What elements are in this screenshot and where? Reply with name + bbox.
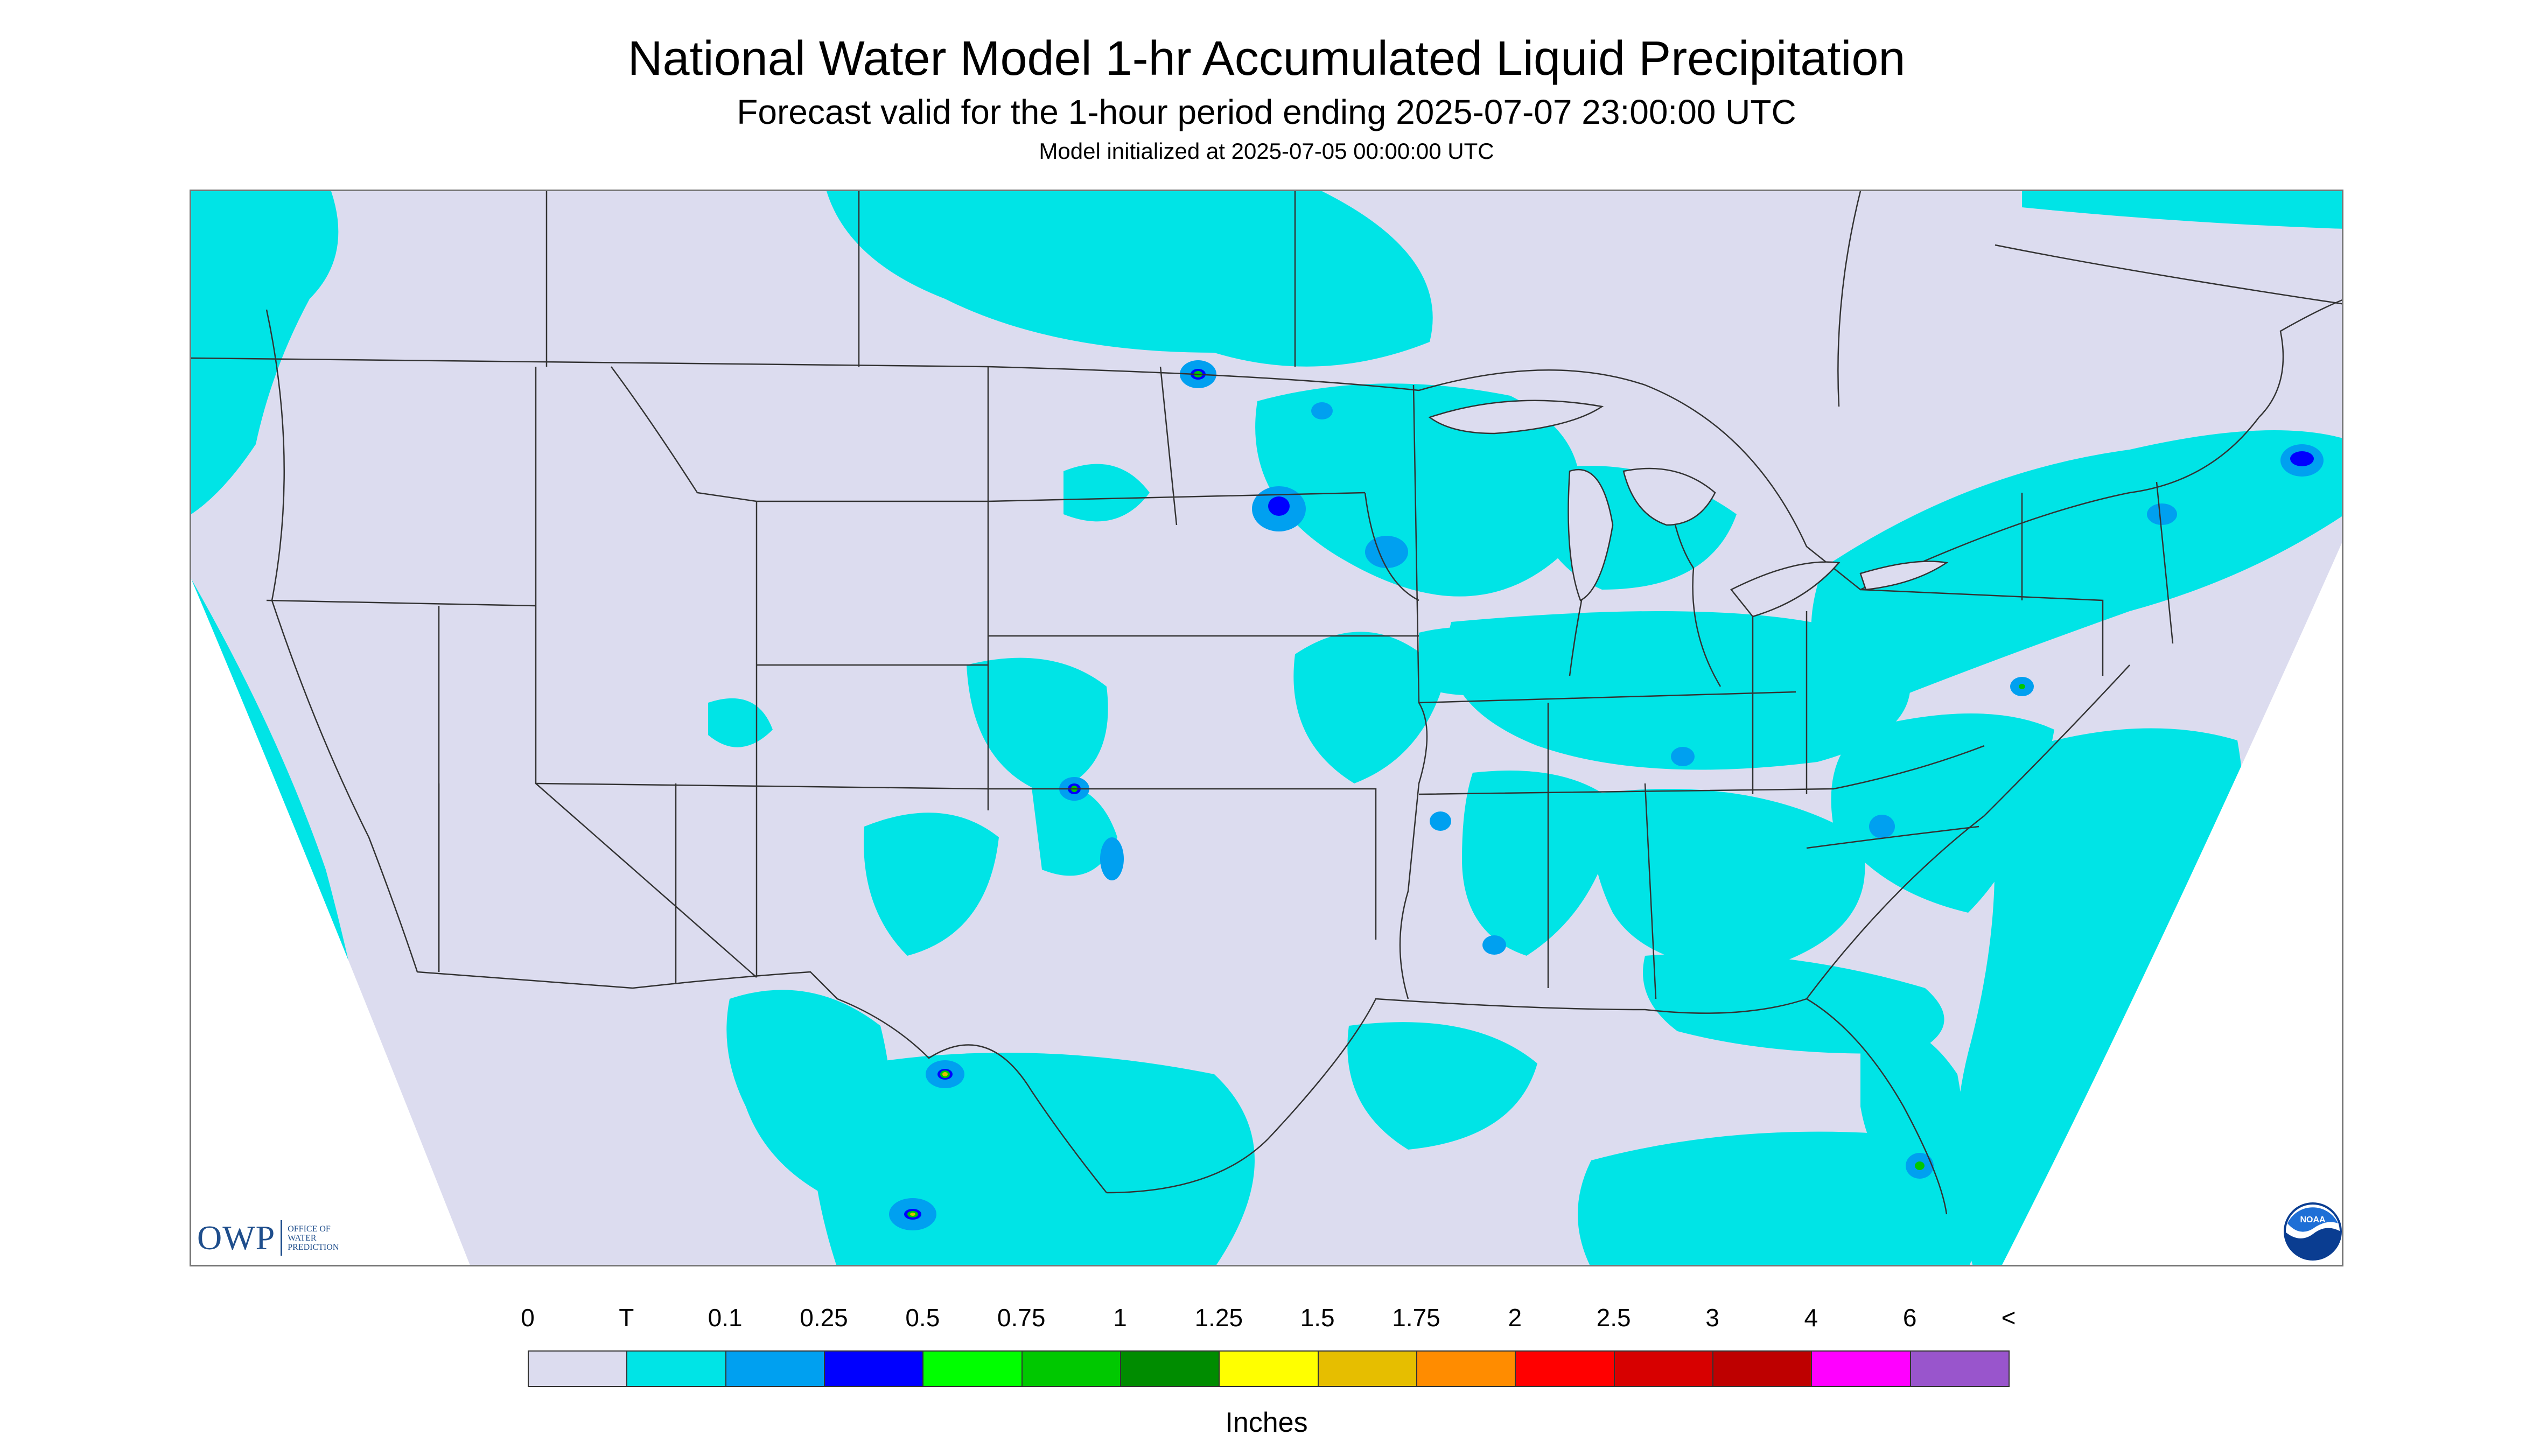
legend-tick-label: 1.75: [1392, 1304, 1440, 1332]
legend-swatch: [823, 1350, 924, 1387]
map-title: National Water Model 1-hr Accumulated Li…: [627, 32, 1906, 86]
political-boundaries: [191, 191, 2342, 1215]
legend-tick-label: 0: [521, 1304, 535, 1332]
legend-tick-label: <: [2001, 1304, 2016, 1332]
legend-tick-label: 0.75: [997, 1304, 1046, 1332]
legend-swatch: [1021, 1350, 1121, 1387]
owp-line-2: WATER: [288, 1233, 317, 1243]
legend-units: Inches: [1225, 1407, 1308, 1438]
precipitation-map: [190, 190, 2343, 1266]
legend-swatch: [922, 1350, 1023, 1387]
legend-swatch: [1909, 1350, 2010, 1387]
legend-swatch: [1515, 1350, 1615, 1387]
legend-tick-labels: 0 T 0.1 0.25 0.5 0.75 1 1.25 1.5 1.75 2 2.5 3 4 6 <: [0, 1303, 2533, 1341]
extreme-precip-cores: [910, 1072, 948, 1216]
legend-tick-label: 0.25: [800, 1304, 848, 1332]
legend-swatch: [725, 1350, 825, 1387]
great-lakes: [1428, 400, 1949, 618]
legend-tick-label: 2.5: [1596, 1304, 1631, 1332]
model-init-line: Model initialized at 2025-07-05 00:00:00…: [1039, 138, 1494, 164]
legend-tick-label: 2: [1508, 1304, 1522, 1332]
legend-color-bar: [528, 1350, 2010, 1387]
legend-swatch: [1219, 1350, 1319, 1387]
legend-tick-label: 0.1: [708, 1304, 743, 1332]
noaa-logo-icon: NOAA: [2284, 1202, 2342, 1261]
legend-swatch: [626, 1350, 726, 1387]
legend-tick-label: 1: [1113, 1304, 1127, 1332]
map-subtitle: Forecast valid for the 1-hour period end…: [737, 93, 1796, 131]
legend-swatch: [1712, 1350, 1813, 1387]
legend-swatch: [528, 1350, 628, 1387]
legend-tick-label: 0.5: [905, 1304, 940, 1332]
legend-swatch: [1317, 1350, 1417, 1387]
legend-tick-label: 1.25: [1194, 1304, 1243, 1332]
owp-letters: OWP: [197, 1219, 276, 1257]
legend-swatch: [1416, 1350, 1516, 1387]
owp-line-1: OFFICE OF: [288, 1224, 331, 1234]
legend-tick-label: T: [619, 1304, 634, 1332]
legend-tick-label: 4: [1804, 1304, 1818, 1332]
owp-line-3: PREDICTION: [288, 1242, 339, 1252]
owp-logo: OWP OFFICE OF WATER PREDICTION: [197, 1218, 339, 1258]
legend-tick-label: 1.5: [1300, 1304, 1335, 1332]
legend-swatch: [1811, 1350, 1911, 1387]
owp-subtitle: OFFICE OF WATER PREDICTION: [288, 1224, 339, 1252]
noaa-logo-text: NOAA: [2300, 1215, 2326, 1224]
precipitation-map-canvas: [191, 191, 2342, 1265]
legend-swatch: [1119, 1350, 1220, 1387]
legend-swatch: [1613, 1350, 1713, 1387]
legend-tick-label: 6: [1902, 1304, 1917, 1332]
legend-tick-label: 3: [1705, 1304, 1719, 1332]
owp-divider: [281, 1220, 283, 1256]
